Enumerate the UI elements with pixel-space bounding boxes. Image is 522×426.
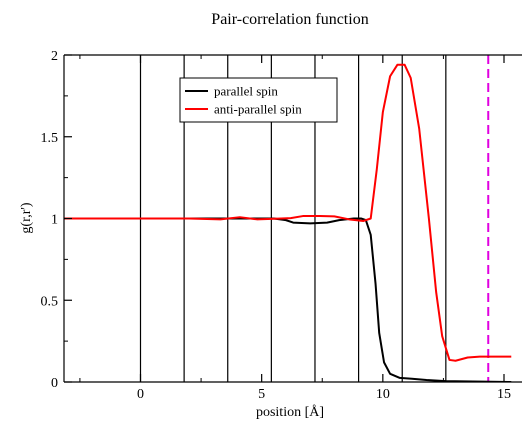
y-tick-label-0: 0 <box>51 376 58 391</box>
x-tick-label-2: 10 <box>376 387 390 402</box>
series-line-0 <box>64 217 512 382</box>
legend: parallel spin anti-parallel spin <box>179 77 338 123</box>
legend-label-1: anti-parallel spin <box>214 102 302 117</box>
chart-title: Pair-correlation function <box>211 11 368 28</box>
series-line-1 <box>64 63 512 362</box>
x-axis-label: position [Å] <box>256 404 324 420</box>
y-tick-label-1: 0.5 <box>41 294 59 309</box>
x-tick-label-3: 15 <box>497 387 511 402</box>
y-tick-label-2: 1 <box>51 213 58 228</box>
x-tick-label-1: 5 <box>258 387 265 402</box>
x-tick-label-0: 0 <box>137 387 144 402</box>
y-axis-label: g(r,r') <box>19 202 34 233</box>
y-tick-label-3: 1.5 <box>41 131 59 146</box>
y-tick-label-4: 2 <box>51 49 58 64</box>
legend-label-0: parallel spin <box>214 84 278 99</box>
legend-box <box>179 77 338 123</box>
